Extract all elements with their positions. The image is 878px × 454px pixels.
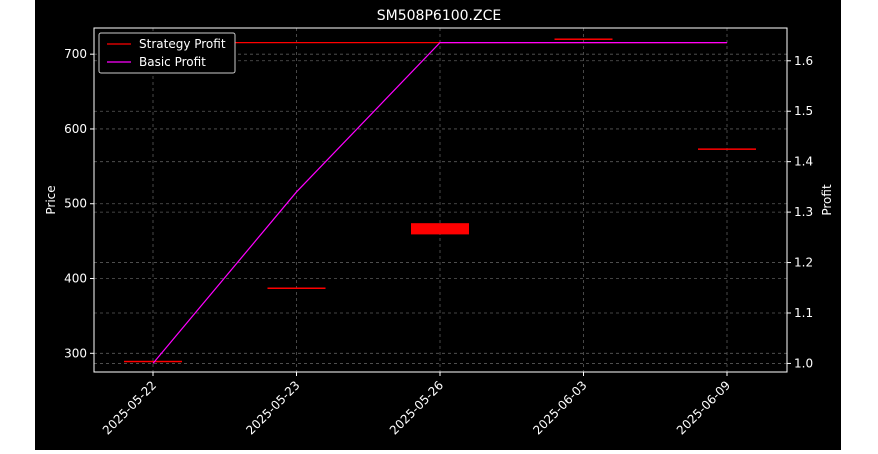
chart-figure: SM508P6100.ZCE Price Profit 300 400 500 600… <box>35 0 841 450</box>
candle <box>411 223 469 235</box>
y-tick-label: 400 <box>64 272 87 286</box>
y-tick-label: 700 <box>64 47 87 61</box>
series-lines <box>152 42 727 364</box>
x-tick-label: 2025-06-09 <box>674 378 733 437</box>
candle <box>124 360 182 363</box>
series-line-basic-profit <box>152 42 727 364</box>
candle <box>554 38 613 40</box>
y-tick-label: 500 <box>64 197 87 211</box>
y2-axis: 1.0 1.1 1.2 1.3 1.4 1.5 1.6 <box>787 54 813 370</box>
y2-tick-label: 1.3 <box>794 205 813 219</box>
y2-tick-label: 1.2 <box>794 256 813 270</box>
legend: Strategy Profit Basic Profit <box>98 32 236 74</box>
candle <box>698 148 756 150</box>
x-tick-label: 2025-05-26 <box>387 378 446 437</box>
y-axis-label: Price <box>44 185 58 214</box>
y2-tick-label: 1.1 <box>794 306 813 320</box>
legend-label-basic: Basic Profit <box>139 55 206 69</box>
chart-title: SM508P6100.ZCE <box>377 8 501 24</box>
x-tick-label: 2025-05-22 <box>100 378 159 437</box>
y2-tick-label: 1.0 <box>794 356 813 370</box>
y2-tick-label: 1.5 <box>794 104 813 118</box>
y2-tick-label: 1.4 <box>794 155 813 169</box>
x-axis: 2025-05-22 2025-05-23 2025-05-26 2025-06-03… <box>100 372 733 437</box>
plot-frame <box>93 27 788 373</box>
x-tick-label: 2025-06-03 <box>530 378 589 437</box>
candles <box>124 38 756 363</box>
y-axis: 300 400 500 600 700 <box>64 47 94 360</box>
y2-tick-label: 1.6 <box>794 54 813 68</box>
y2-axis-label: Profit <box>820 184 834 216</box>
legend-box <box>98 32 236 74</box>
y-tick-label: 600 <box>64 122 87 136</box>
y-tick-label: 300 <box>64 346 87 360</box>
chart-svg: SM508P6100.ZCE Price Profit 300 400 500 600… <box>44 8 834 437</box>
x-tick-label: 2025-05-23 <box>243 378 302 437</box>
candle <box>267 287 326 289</box>
grid <box>94 28 787 372</box>
legend-label-strategy: Strategy Profit <box>139 37 226 51</box>
